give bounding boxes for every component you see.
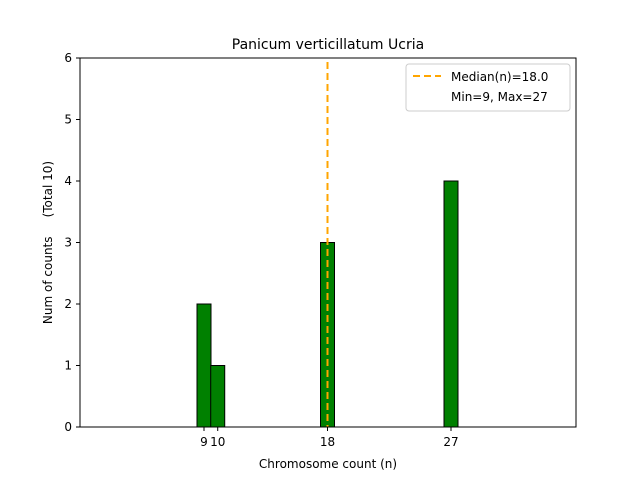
x-tick-label-10: 10 (210, 435, 225, 449)
bar-n-27 (443, 180, 459, 428)
legend: Median(n)=18.0 Min=9, Max=27 (405, 63, 571, 112)
y-tick-label-6: 6 (64, 51, 72, 65)
x-axis-ticks: 9 10 18 27 (200, 427, 459, 449)
chart-title: Panicum verticillatum Ucria (232, 37, 424, 53)
y-tick-label-1: 1 (64, 359, 72, 373)
bar-n-18 (320, 242, 335, 428)
y-tick-label-3: 3 (64, 236, 72, 250)
y-tick-label-2: 2 (64, 297, 72, 311)
y-axis-label: Num of counts (Total 10) (41, 161, 55, 324)
x-tick-label-27: 27 (443, 435, 458, 449)
legend-entry-range: Min=9, Max=27 (451, 90, 548, 104)
bar-n-10 (210, 365, 226, 428)
x-tick-label-18: 18 (320, 435, 335, 449)
bar-n-9 (196, 303, 212, 428)
legend-box (405, 63, 571, 112)
y-tick-label-0: 0 (64, 420, 72, 434)
y-tick-label-4: 4 (64, 174, 72, 188)
x-axis-label: Chromosome count (n) (259, 457, 397, 471)
x-tick-label-9: 9 (200, 435, 208, 449)
y-tick-label-5: 5 (64, 113, 72, 127)
legend-entry-median: Median(n)=18.0 (451, 70, 548, 84)
y-axis-ticks: 0 1 2 3 4 5 6 (64, 51, 80, 434)
